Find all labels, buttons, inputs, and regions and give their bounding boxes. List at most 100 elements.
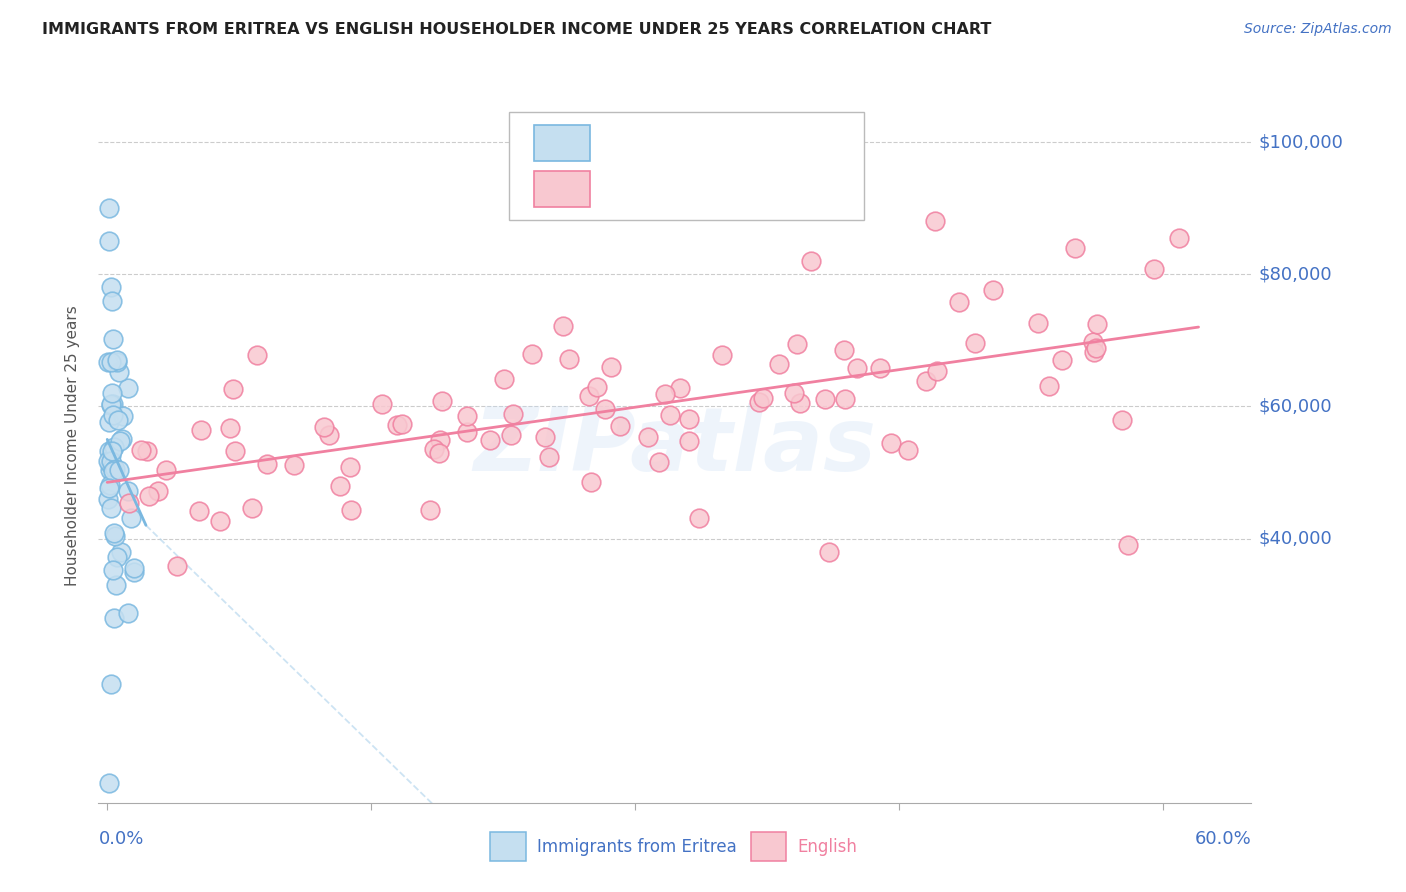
Point [101,293,124,308]
Point [688,511,710,525]
Text: 60.0%: 60.0% [1195,830,1251,847]
Point [101,458,124,473]
Point [880,436,903,450]
Point [240,500,263,515]
Point [834,392,856,406]
Text: $80,000: $80,000 [1258,265,1331,283]
Point [246,348,269,362]
Point [122,561,145,575]
Point [1143,262,1166,277]
Point [101,443,124,458]
Point [105,355,128,369]
Point [329,479,352,493]
Point [117,381,139,395]
Point [120,510,142,524]
Point [97,491,120,506]
Point [314,420,336,434]
Point [669,381,692,395]
Point [103,440,125,454]
Text: 0.0%: 0.0% [98,830,143,847]
Point [256,457,278,471]
Point [108,434,131,448]
Point [105,578,128,592]
Point [534,430,557,444]
Point [103,611,125,625]
Point [224,443,246,458]
Point [98,415,121,429]
Point [100,397,122,411]
Point [166,558,188,573]
Point [419,503,441,517]
Point [101,409,124,423]
Point [637,430,659,444]
Point [537,450,560,465]
Point [609,419,631,434]
Point [818,545,841,559]
Point [117,484,139,499]
Point [897,442,920,457]
Point [131,443,153,458]
Text: $60,000: $60,000 [1258,397,1331,416]
Point [783,386,806,401]
Point [339,503,361,517]
Point [659,408,682,422]
Point [155,463,177,477]
Point [118,496,141,510]
Point [103,467,125,481]
Point [814,392,837,407]
Point [456,425,478,439]
Point [600,359,623,374]
Text: $100,000: $100,000 [1258,133,1343,151]
Point [478,433,501,447]
Point [318,428,340,442]
Point [98,234,121,248]
Point [869,360,891,375]
Text: English: English [797,838,856,855]
Point [108,365,131,379]
Point [748,395,770,409]
Point [100,398,122,412]
Point [97,355,120,369]
Point [138,489,160,503]
Point [122,565,145,579]
Point [98,478,121,492]
Point [391,417,413,431]
Point [98,481,121,495]
Point [1064,241,1087,255]
Y-axis label: Householder Income Under 25 years: Householder Income Under 25 years [65,306,80,586]
Point [1168,231,1191,245]
Point [834,343,856,358]
Point [98,443,121,458]
Point [100,500,122,515]
Point [924,214,946,228]
Point [678,434,700,449]
Point [387,417,409,432]
Point [752,391,775,405]
Point [1083,334,1105,349]
Point [339,460,361,475]
Point [110,545,132,559]
Point [1085,318,1108,332]
Point [789,396,811,410]
Point [221,383,243,397]
Point [492,371,515,385]
Point [501,428,523,442]
Point [100,448,122,462]
Point [654,386,676,401]
Point [117,606,139,620]
Text: ZIPatlas: ZIPatlas [474,402,876,490]
Point [429,445,451,459]
Point [845,360,868,375]
Point [283,458,305,472]
Point [101,397,124,411]
Point [97,454,120,468]
Point [948,295,970,310]
Point [586,380,609,394]
Point [110,432,132,446]
Point [429,433,451,447]
Point [98,201,121,215]
Point [104,462,127,476]
Point [915,374,938,388]
Point [1050,353,1073,368]
Point [136,444,159,458]
